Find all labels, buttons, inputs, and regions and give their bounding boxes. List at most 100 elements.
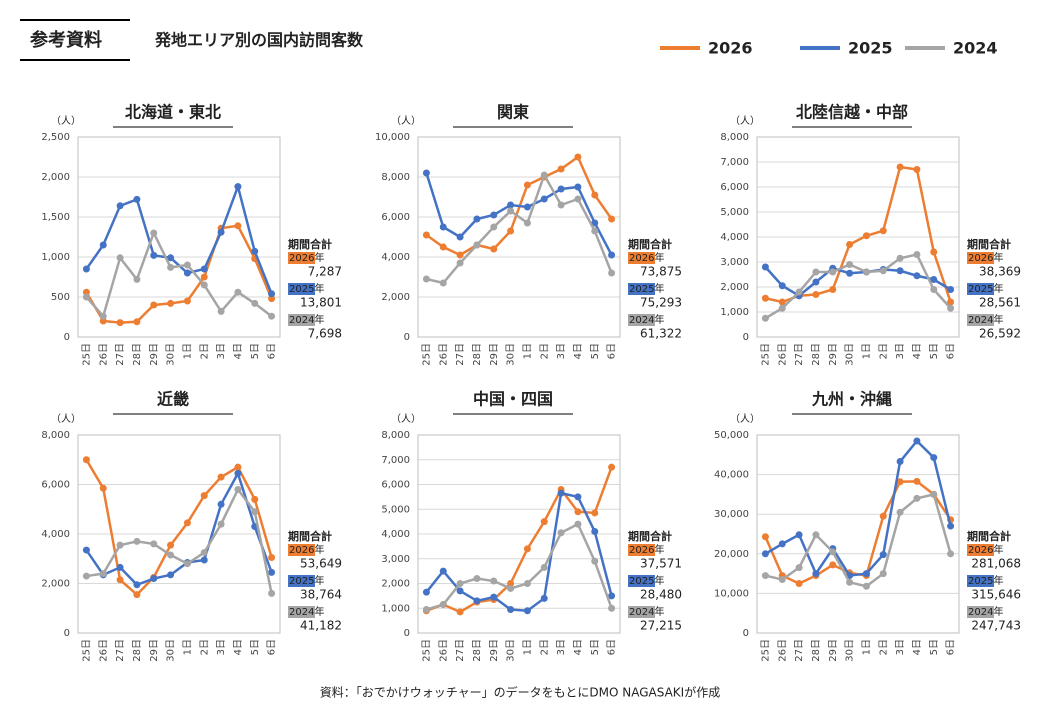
point [846, 578, 854, 586]
point [116, 576, 124, 584]
total-tag-bg [628, 544, 655, 556]
total-tag: 2025年 [629, 282, 664, 295]
x-tick-label: 5日 [590, 639, 601, 655]
x-tick-label: 28日 [472, 639, 483, 662]
y-unit: （人） [391, 115, 421, 127]
point [167, 541, 175, 549]
total-value: 7,287 [308, 265, 342, 279]
point [507, 227, 515, 235]
x-tick-label: 29日 [828, 343, 839, 366]
total-title: 期間合計 [288, 237, 332, 251]
header-tag: 参考資料 [30, 29, 102, 51]
point [913, 251, 921, 258]
x-tick-label: 28日 [132, 639, 143, 662]
plot-frame [417, 136, 621, 338]
x-tick-label: 4日 [233, 343, 244, 359]
point [846, 261, 854, 268]
point [862, 268, 870, 276]
y-tick-label: 0 [404, 332, 410, 343]
point [913, 166, 921, 173]
total-value: 73,875 [640, 265, 682, 279]
point [523, 203, 531, 211]
point [133, 318, 141, 326]
x-tick-label: 1日 [861, 639, 872, 655]
x-tick-label: 27日 [115, 639, 126, 662]
x-tick-label: 26日 [98, 343, 109, 366]
total-tag-bg [967, 575, 994, 587]
point [608, 251, 616, 259]
point [913, 437, 921, 445]
point [456, 233, 464, 241]
point [591, 227, 599, 235]
point [490, 245, 498, 253]
y-tick-label: 0 [743, 628, 749, 639]
point [82, 265, 90, 273]
point [217, 500, 225, 508]
legend-label: 2024 [953, 39, 998, 58]
y-tick-label: 6,000 [720, 182, 749, 193]
point [439, 243, 447, 251]
point [116, 202, 124, 210]
point [217, 473, 225, 481]
point [557, 185, 565, 193]
y-tick-label: 5,000 [381, 504, 410, 515]
point [133, 195, 141, 203]
y-tick-label: 3,000 [720, 257, 749, 268]
x-tick-label: 2日 [539, 343, 550, 359]
point [761, 572, 769, 580]
point [422, 275, 430, 283]
point [422, 605, 430, 613]
x-tick-label: 25日 [81, 343, 92, 366]
point [422, 588, 430, 596]
point [150, 229, 158, 237]
y-tick-label: 1,500 [41, 212, 70, 223]
point [251, 495, 259, 503]
point [200, 492, 208, 500]
y-tick-label: 4,000 [381, 252, 410, 263]
point [234, 183, 242, 191]
point [268, 295, 276, 303]
y-unit: （人） [391, 413, 421, 425]
y-tick-label: 50,000 [714, 430, 749, 441]
total-tag-bg [288, 606, 315, 618]
point [99, 241, 107, 249]
x-tick-label: 3日 [556, 343, 567, 359]
y-tick-label: 8,000 [381, 172, 410, 183]
point [456, 251, 464, 259]
point [268, 312, 276, 320]
point [167, 263, 175, 271]
x-tick-label: 1日 [522, 343, 533, 359]
total-tag-bg [967, 283, 994, 295]
total-tag: 2024年 [968, 313, 1003, 326]
y-tick-label: 6,000 [381, 480, 410, 491]
x-tick-label: 29日 [149, 639, 160, 662]
point [947, 304, 955, 312]
point [591, 509, 599, 517]
total-value: 75,293 [640, 296, 682, 310]
y-tick-label: 4,000 [381, 529, 410, 540]
point [574, 153, 582, 161]
y-tick-label: 5,000 [720, 207, 749, 218]
y-tick-label: 0 [404, 628, 410, 639]
x-tick-label: 2日 [199, 639, 210, 655]
point [490, 577, 498, 585]
point [167, 254, 175, 262]
point [812, 291, 820, 298]
y-tick-label: 500 [51, 292, 70, 303]
point [473, 575, 481, 583]
point [183, 519, 191, 527]
x-tick-label: 1日 [182, 639, 193, 655]
point [812, 268, 820, 276]
y-tick-label: 2,500 [41, 132, 70, 143]
point [268, 568, 276, 576]
point [456, 580, 464, 587]
total-value: 53,649 [300, 557, 342, 571]
total-value: 38,764 [300, 588, 342, 602]
y-tick-label: 8,000 [41, 430, 70, 441]
total-tag: 2024年 [289, 605, 324, 618]
total-tag-bg [288, 544, 315, 556]
total-tag-bg [967, 544, 994, 556]
point [150, 540, 158, 548]
x-tick-label: 2日 [878, 639, 889, 655]
x-tick-label: 25日 [421, 343, 432, 366]
